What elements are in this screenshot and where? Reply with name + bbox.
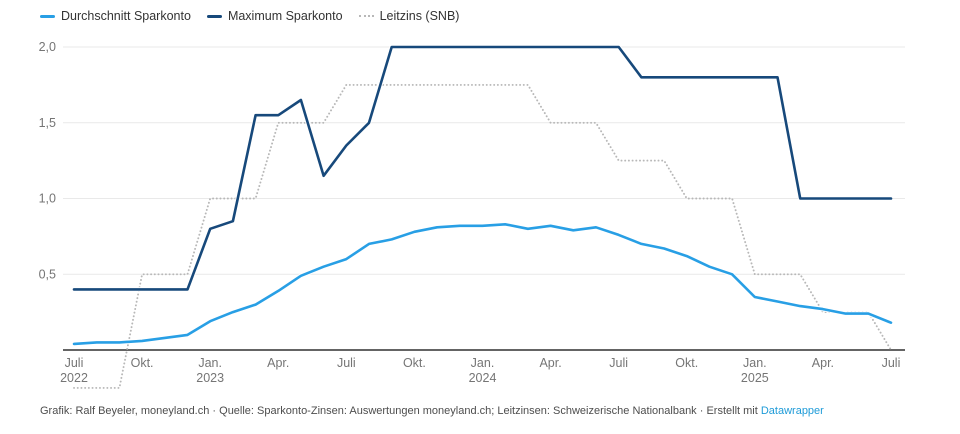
- y-axis-tick-label: 1,5: [39, 116, 56, 130]
- legend-item-leitzins: Leitzins (SNB): [358, 9, 460, 23]
- x-axis-year-label: 2025: [741, 371, 769, 385]
- legend-item-maximum: Maximum Sparkonto: [206, 9, 343, 23]
- x-axis-tick-label: Okt.: [675, 356, 698, 370]
- x-axis-tick-label: Apr.: [539, 356, 561, 370]
- series-halo: [74, 44, 891, 292]
- y-axis-tick-label: 0,5: [39, 267, 56, 281]
- legend-label-leitzins: Leitzins (SNB): [379, 9, 460, 23]
- series-line-durchschnitt: [72, 223, 893, 346]
- x-axis-tick-label: Juli: [65, 356, 84, 370]
- x-axis-tick-label: Juli: [882, 356, 901, 370]
- legend-swatch-durchschnitt-icon: [40, 14, 55, 18]
- series-line-maximum: [72, 45, 893, 291]
- x-axis-tick-label: Apr.: [267, 356, 289, 370]
- x-axis-tick-label: Jan.: [743, 356, 767, 370]
- x-axis-tick-label: Jan.: [198, 356, 222, 370]
- legend-label-durchschnitt: Durchschnitt Sparkonto: [61, 9, 191, 23]
- datawrapper-link[interactable]: Datawrapper: [760, 405, 824, 417]
- footer-credits-text: Grafik: Ralf Beyeler, moneyland.ch · Que…: [40, 405, 761, 417]
- legend-swatch-leitzins-icon: [358, 15, 374, 17]
- legend-label-maximum: Maximum Sparkonto: [227, 9, 343, 23]
- x-axis-tick-label: Okt.: [403, 356, 426, 370]
- x-axis-tick-label: Jan.: [471, 356, 495, 370]
- legend-swatch-maximum-icon: [206, 14, 222, 18]
- chart-legend: Durchschnitt Sparkonto Maximum Sparkonto…: [40, 9, 459, 23]
- series-line-leitzins: [73, 83, 892, 389]
- x-axis-tick-label: Apr.: [812, 356, 834, 370]
- y-axis-tick-label: 2,0: [39, 40, 56, 54]
- y-axis-tick-label: 1,0: [39, 192, 56, 206]
- footer-caption: Grafik: Ralf Beyeler, moneyland.ch · Que…: [40, 404, 824, 418]
- x-axis-year-label: 2022: [60, 371, 88, 385]
- x-axis-tick-label: Juli: [609, 356, 628, 370]
- x-axis-tick-label: Okt.: [131, 356, 154, 370]
- legend-item-durchschnitt: Durchschnitt Sparkonto: [40, 9, 191, 23]
- x-axis-year-label: 2024: [469, 371, 497, 385]
- x-axis-year-label: 2023: [196, 371, 224, 385]
- x-axis-tick-label: Juli: [337, 356, 356, 370]
